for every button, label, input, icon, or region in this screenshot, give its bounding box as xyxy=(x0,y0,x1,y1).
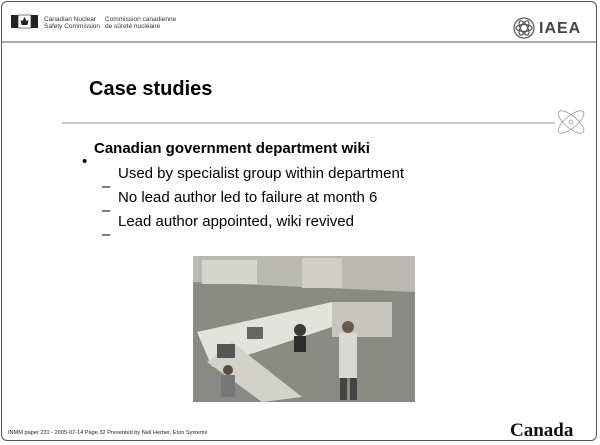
office-photo xyxy=(193,256,415,402)
subbullet: No lead author led to failure at month 6 xyxy=(118,189,377,206)
bullet-glyph: • xyxy=(82,153,87,170)
footer-note: INMM paper 231 - 2005-07-14 Page 32 Pres… xyxy=(8,430,207,436)
iaea-label: IAEA xyxy=(539,20,581,38)
slide-title: Case studies xyxy=(89,78,212,101)
cnsc-fr-2: de sûreté nucléaire xyxy=(105,23,160,31)
atom-icon xyxy=(555,107,587,137)
subbullet: Lead author appointed, wiki revived xyxy=(118,213,354,230)
iaea-logo xyxy=(514,18,534,38)
bullet: Canadian government department wiki xyxy=(94,140,370,157)
flag-bar xyxy=(31,15,38,28)
canada-wordmark: Canada xyxy=(510,420,573,441)
subbullet: Used by specialist group within departme… xyxy=(118,165,404,182)
flag-bar xyxy=(11,15,18,28)
dash-glyph: – xyxy=(102,226,111,243)
dash-glyph: – xyxy=(102,202,111,219)
slide: • – – – Canadian Nuclear Safety Commissi… xyxy=(1,1,597,441)
dash-glyph: – xyxy=(102,178,111,195)
cnsc-en-2: Safety Commission xyxy=(44,23,100,31)
